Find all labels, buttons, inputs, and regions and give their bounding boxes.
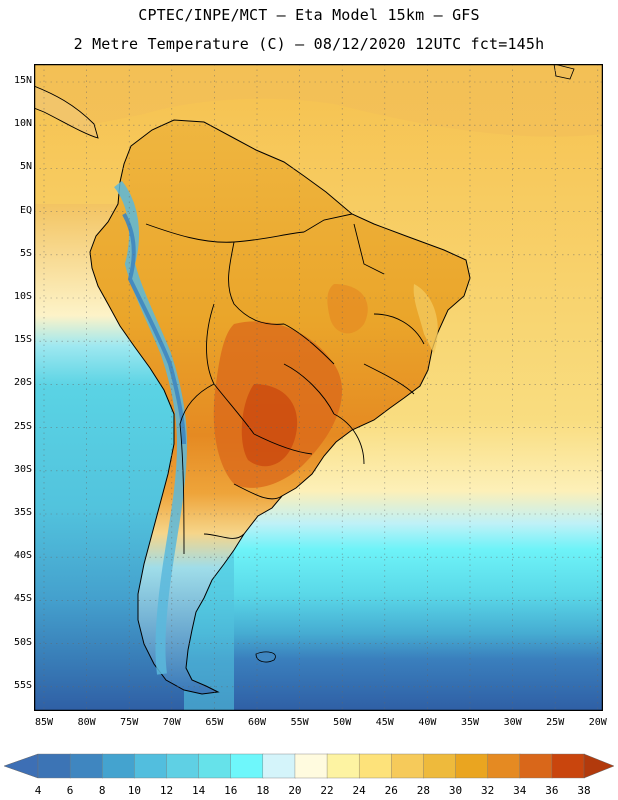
lon-label: 45W bbox=[375, 717, 394, 728]
map-canvas bbox=[34, 64, 603, 711]
colorbar-swatch bbox=[551, 753, 585, 779]
title-line-1: CPTEC/INPE/MCT – Eta Model 15km – GFS bbox=[138, 6, 480, 24]
colorbar-swatch bbox=[358, 753, 392, 779]
colorbar-swatch bbox=[102, 753, 136, 779]
colorbar-label: 6 bbox=[66, 784, 74, 797]
colorbar-label: 4 bbox=[34, 784, 42, 797]
colorbar-swatch bbox=[519, 753, 553, 779]
title-line-2: 2 Metre Temperature (C) – 08/12/2020 12U… bbox=[73, 35, 545, 53]
lat-label: 15N bbox=[13, 75, 32, 86]
central-america-land bbox=[34, 85, 99, 139]
hottest-region bbox=[241, 384, 298, 467]
lon-label: 60W bbox=[247, 717, 267, 728]
lat-label: 10S bbox=[13, 291, 32, 302]
andes-high-peaks bbox=[122, 213, 186, 445]
colorbar-label: 28 bbox=[416, 784, 431, 797]
colorbar-label: 18 bbox=[256, 784, 270, 797]
colorbar-label: 30 bbox=[448, 784, 463, 797]
colorbar-label: 8 bbox=[98, 784, 106, 797]
colorbar-label: 22 bbox=[320, 784, 334, 797]
lon-label: 70W bbox=[162, 717, 181, 728]
lon-label: 50W bbox=[333, 717, 352, 728]
colorbar-label: 36 bbox=[545, 784, 559, 797]
colorbar-label: 32 bbox=[481, 784, 495, 797]
colorbar-label: 38 bbox=[577, 784, 591, 797]
lat-label: 40S bbox=[13, 550, 32, 562]
colorbar-swatch bbox=[198, 753, 232, 779]
colorbar-swatch bbox=[391, 753, 425, 779]
country-borders bbox=[145, 213, 425, 555]
colorbar-swatch bbox=[37, 753, 71, 779]
graticule bbox=[34, 64, 603, 711]
lat-label: 45S bbox=[13, 593, 32, 605]
colorbar-low-arrow bbox=[3, 753, 39, 779]
colorbar-swatch bbox=[262, 753, 296, 779]
lon-label: 20W bbox=[588, 717, 607, 728]
lon-label: 75W bbox=[120, 717, 139, 728]
colorbar-swatch bbox=[230, 753, 264, 779]
colorbar-swatch bbox=[423, 753, 457, 779]
colorbar-label: 34 bbox=[513, 784, 527, 797]
colorbar-swatch bbox=[326, 753, 360, 779]
lat-label: 50S bbox=[13, 636, 32, 648]
hot-northeast-region bbox=[327, 284, 368, 334]
lat-label: 5S bbox=[19, 247, 32, 259]
colorbar-swatch bbox=[455, 753, 489, 779]
temperature-map bbox=[34, 64, 603, 711]
colorbar-label: 14 bbox=[191, 784, 206, 797]
colorbar-label: 10 bbox=[127, 784, 141, 797]
lon-label: 55W bbox=[290, 717, 309, 728]
lat-label: 20S bbox=[13, 377, 32, 389]
lon-label: 80W bbox=[77, 717, 96, 728]
colorbar-swatch bbox=[294, 753, 328, 779]
lon-label: 40W bbox=[418, 717, 437, 728]
lat-label: 15S bbox=[13, 334, 32, 346]
colorbar-label: 26 bbox=[384, 784, 398, 797]
map-frame bbox=[34, 64, 603, 711]
caribbean-warm bbox=[34, 64, 603, 137]
lat-label: 30S bbox=[13, 463, 32, 475]
colorbar-swatch bbox=[69, 753, 103, 779]
lat-label: 5N bbox=[19, 161, 32, 173]
colorbar-swatch bbox=[134, 753, 168, 779]
lon-label: 25W bbox=[546, 717, 565, 728]
lat-label: 55S bbox=[13, 679, 32, 691]
lat-label: EQ bbox=[19, 204, 32, 216]
lon-label: 85W bbox=[34, 717, 54, 728]
lat-label: 10N bbox=[13, 118, 32, 130]
colorbar bbox=[3, 753, 615, 779]
lat-label: 35S bbox=[13, 507, 32, 518]
lon-label: 35W bbox=[460, 717, 480, 728]
lon-label: 65W bbox=[205, 717, 224, 728]
colorbar-high-arrow bbox=[583, 753, 615, 779]
colorbar-swatch bbox=[166, 753, 200, 779]
caribbean-island bbox=[553, 64, 575, 80]
colorbar-label: 24 bbox=[352, 784, 366, 797]
lon-label: 30W bbox=[503, 717, 522, 728]
colorbar-swatch bbox=[487, 753, 521, 779]
northeast-coast bbox=[413, 284, 438, 354]
falkland-islands bbox=[255, 651, 276, 663]
lat-label: 25S bbox=[13, 420, 32, 432]
colorbar-label: 20 bbox=[288, 784, 302, 797]
colorbar-label: 12 bbox=[159, 784, 174, 797]
colorbar-label: 16 bbox=[224, 784, 238, 797]
